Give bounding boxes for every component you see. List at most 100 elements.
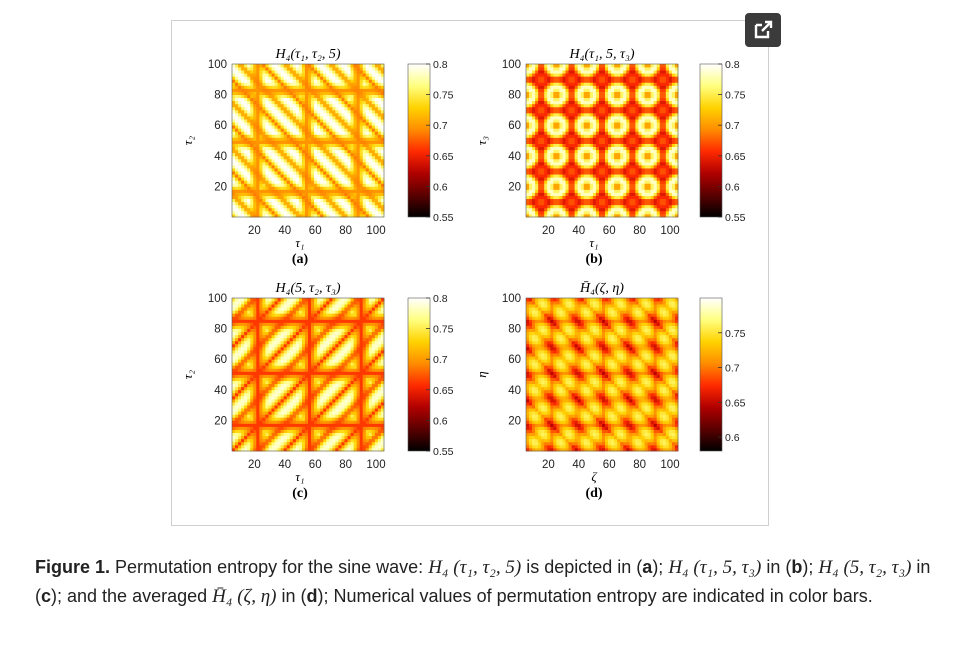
- x-tick-label: 80: [339, 459, 352, 471]
- caption-text: ); Numerical values of permutation entro…: [317, 586, 873, 606]
- y-tick-label: 40: [508, 385, 521, 397]
- caption-math: H₄ (τ₁, 5, τ₃): [668, 557, 762, 578]
- y-tick-label: 80: [508, 324, 521, 336]
- panel-title: H₄(τ₁, 5, τ₃): [568, 47, 634, 62]
- y-tick-label: 100: [502, 59, 521, 71]
- external-link-icon: [754, 20, 773, 39]
- y-tick-label: 20: [508, 181, 521, 193]
- y-tick-label: 100: [502, 293, 521, 305]
- x-tick-label: 40: [278, 225, 291, 237]
- caption-text: in (: [761, 557, 792, 577]
- caption-text: Permutation entropy for the sine wave:: [110, 557, 429, 577]
- caption-figure-label: Figure 1.: [35, 557, 111, 577]
- expand-figure-button[interactable]: [745, 13, 781, 47]
- caption-text: in (: [276, 586, 307, 606]
- heatmap-frame: [525, 63, 679, 218]
- x-tick-label: 100: [660, 459, 679, 471]
- x-tick-label: 80: [339, 225, 352, 237]
- y-axis-label: η: [474, 371, 489, 377]
- colorbar-tick-label: 0.75: [433, 90, 454, 102]
- x-tick-label: 60: [603, 459, 616, 471]
- colorbar-tick-label: 0.8: [725, 59, 740, 71]
- y-axis-label: τ₂: [180, 135, 195, 145]
- x-tick-label: 100: [660, 225, 679, 237]
- colorbar-tick-label: 0.65: [433, 151, 454, 163]
- x-tick-label: 60: [309, 459, 322, 471]
- colorbar-tick-label: 0.55: [433, 446, 454, 458]
- x-tick-label: 60: [309, 225, 322, 237]
- caption-panel-ref: d: [306, 586, 318, 606]
- y-tick-label: 80: [508, 90, 521, 102]
- heatmap: [232, 298, 385, 452]
- y-tick-label: 40: [214, 151, 227, 163]
- x-axis-label: ζ: [591, 469, 597, 484]
- colorbar-tick-label: 0.7: [433, 120, 448, 132]
- panel-label: (d): [585, 486, 602, 501]
- panel-title: H̄₄(ζ, η): [579, 281, 624, 296]
- caption-math: H̄₄ (ζ, η): [212, 586, 277, 607]
- y-tick-label: 40: [508, 151, 521, 163]
- colorbar: [699, 63, 723, 218]
- panel-title: H₄(5, τ₂, τ₃): [274, 281, 340, 296]
- caption-panel-ref: c: [41, 586, 52, 606]
- panel-label: (c): [292, 486, 308, 501]
- heatmap-frame: [231, 297, 385, 452]
- y-tick-label: 20: [214, 415, 227, 427]
- colorbar-tick-label: 0.7: [433, 354, 448, 366]
- colorbar: [407, 297, 431, 452]
- x-tick-label: 100: [366, 459, 385, 471]
- colorbar-tick-label: 0.65: [725, 151, 746, 163]
- colorbar-tick-label: 0.65: [725, 397, 746, 409]
- panel-label: (b): [585, 252, 602, 267]
- colorbar-tick-label: 0.75: [725, 90, 746, 102]
- caption-math: H₄ (5, τ₂, τ₃): [818, 557, 912, 578]
- x-axis-label: τ₁: [295, 469, 304, 484]
- x-tick-label: 80: [633, 225, 646, 237]
- colorbar-tick-label: 0.6: [433, 415, 448, 427]
- colorbar-tick-label: 0.7: [725, 120, 740, 132]
- x-tick-label: 80: [633, 459, 646, 471]
- heatmap: [526, 298, 679, 452]
- y-tick-label: 60: [214, 354, 227, 366]
- y-tick-label: 20: [214, 181, 227, 193]
- colorbar-tick-label: 0.6: [433, 181, 448, 193]
- y-tick-label: 80: [214, 90, 227, 102]
- colorbar-tick-label: 0.6: [725, 181, 740, 193]
- colorbar-tick-label: 0.65: [433, 385, 454, 397]
- x-tick-label: 40: [278, 459, 291, 471]
- colorbar-tick-label: 0.8: [433, 59, 448, 71]
- x-tick-label: 20: [248, 459, 261, 471]
- x-tick-label: 100: [366, 225, 385, 237]
- caption-math: H₄ (τ₁, τ₂, 5): [428, 557, 522, 578]
- y-tick-label: 60: [214, 120, 227, 132]
- y-tick-label: 100: [208, 293, 227, 305]
- x-tick-label: 60: [603, 225, 616, 237]
- x-tick-label: 20: [248, 225, 261, 237]
- caption-text: is depicted in (: [521, 557, 643, 577]
- panel-title: H₄(τ₁, τ₂, 5): [274, 47, 340, 62]
- heatmap-frame: [525, 297, 679, 452]
- heatmap: [526, 64, 679, 218]
- caption-text: in (: [35, 557, 931, 606]
- y-tick-label: 60: [508, 354, 521, 366]
- figure-caption: Figure 1. Permutation entropy for the si…: [35, 553, 935, 611]
- colorbar-tick-label: 0.55: [725, 212, 746, 224]
- x-tick-label: 20: [542, 459, 555, 471]
- y-tick-label: 100: [208, 59, 227, 71]
- y-axis-label: τ₃: [474, 136, 489, 145]
- heatmap: [232, 64, 385, 218]
- caption-text: ); and the averaged: [51, 586, 213, 606]
- y-tick-label: 20: [508, 415, 521, 427]
- y-axis-label: τ₂: [180, 369, 195, 379]
- colorbar-tick-label: 0.75: [725, 328, 746, 340]
- colorbar-tick-label: 0.8: [433, 293, 448, 305]
- y-tick-label: 40: [214, 385, 227, 397]
- heatmap-frame: [231, 63, 385, 218]
- x-tick-label: 20: [542, 225, 555, 237]
- figure-panels: H₄(τ₁, τ₂, 5) 20 40 60 80 100 20 40 60 80 100 τ₁ τ₂ (…: [180, 47, 746, 501]
- caption-panel-ref: b: [791, 557, 803, 577]
- caption-text: );: [652, 557, 669, 577]
- panel-label: (a): [292, 252, 309, 267]
- caption-text: );: [802, 557, 819, 577]
- x-axis-label: τ₁: [295, 235, 304, 250]
